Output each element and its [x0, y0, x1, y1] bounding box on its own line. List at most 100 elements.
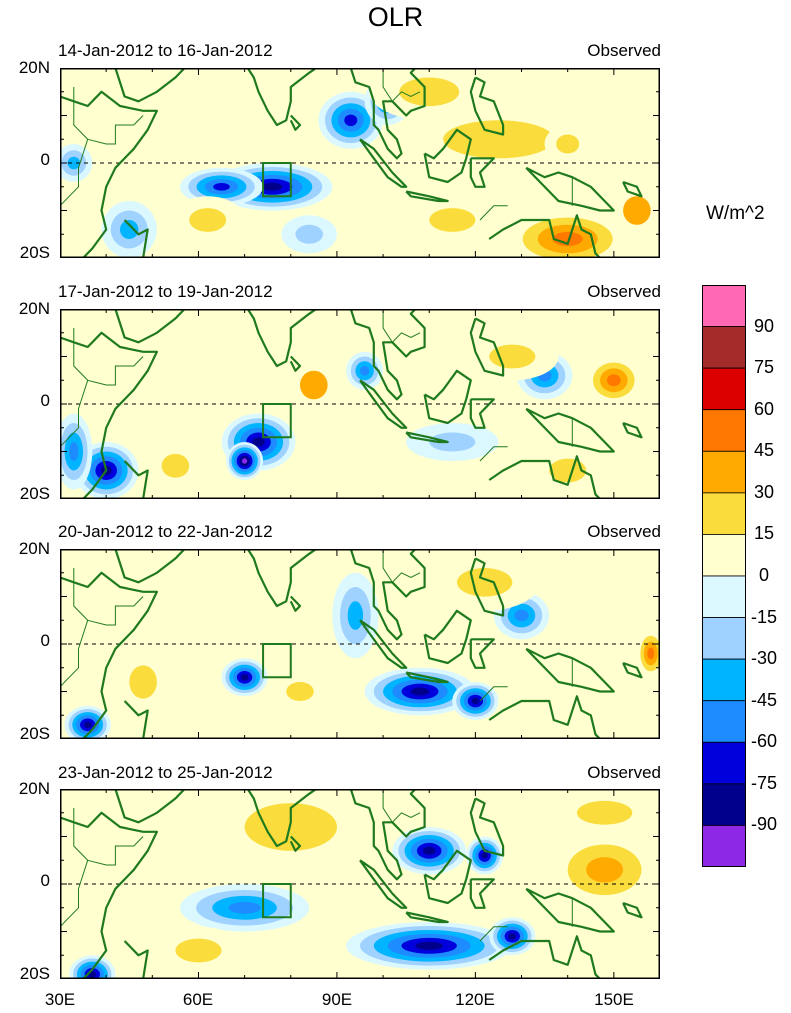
- panel-2-ytick-0: 0: [40, 391, 50, 410]
- xtick-150e: 150E: [594, 990, 634, 1009]
- olr-contour-band: [228, 901, 261, 914]
- coastline: [60, 811, 159, 979]
- panel-4-ytick-20n: 20N: [18, 779, 50, 798]
- panel-3-ytick-20s: 20S: [19, 724, 50, 743]
- coastline: [488, 935, 601, 979]
- coastline: [289, 835, 302, 852]
- coastline: [469, 638, 495, 669]
- olr-contour-band: [120, 220, 139, 239]
- colorbar-swatch: [702, 534, 746, 577]
- colorbar-tick-label: 90: [753, 315, 775, 336]
- colorbar-tick-label: 45: [753, 440, 775, 461]
- olr-anomaly-feature: [429, 553, 540, 611]
- olr-anomaly-feature: [101, 201, 157, 258]
- colorbar-tick-label: -30: [750, 648, 777, 669]
- panel-1-observed-label: Observed: [587, 41, 661, 60]
- xtick-120e: 120E: [455, 990, 495, 1009]
- olr-contour-band: [129, 665, 157, 699]
- coastline: [469, 157, 495, 188]
- coastline: [525, 647, 615, 693]
- panel-2-date-range: 17-Jan-2012 to 19-Jan-2012: [58, 282, 273, 301]
- panel-frame: [60, 549, 660, 739]
- olr-contour-band: [161, 453, 190, 478]
- panel-3-date-range: 20-Jan-2012 to 22-Jan-2012: [58, 522, 273, 541]
- olr-anomaly-feature: [286, 356, 342, 414]
- coastline: [60, 331, 159, 499]
- olr-map-panel-4: [60, 789, 660, 979]
- olr-contour-band: [67, 156, 80, 170]
- coastline: [405, 911, 449, 924]
- olr-contour-band: [360, 366, 370, 376]
- panel-3-ytick-20n: 20N: [18, 539, 50, 558]
- coastline: [114, 68, 186, 103]
- olr-anomaly-feature: [244, 803, 337, 851]
- olr-anomaly-feature: [392, 827, 467, 875]
- olr-anomaly-feature: [609, 182, 660, 239]
- olr-contour-band: [606, 374, 621, 387]
- country-border: [87, 596, 144, 626]
- coastline: [622, 180, 643, 198]
- olr-contour-band: [262, 182, 283, 191]
- olr-map-panel-1: [60, 68, 660, 258]
- xtick-90e: 90E: [321, 990, 353, 1009]
- olr-anomaly-feature: [221, 658, 268, 697]
- olr-contour-band: [347, 601, 364, 630]
- olr-contour-band: [69, 442, 79, 461]
- colorbar-tick-label: -90: [750, 814, 777, 835]
- coastline: [525, 407, 615, 453]
- olr-anomaly-feature: [549, 831, 660, 908]
- olr-map-panel-3: [60, 549, 660, 739]
- colorbar-swatch: [702, 700, 746, 743]
- olr-anomaly-feature: [346, 351, 384, 390]
- olr-contour-band: [175, 938, 222, 963]
- olr-anomaly-feature: [637, 629, 660, 678]
- olr-anomaly-feature: [115, 648, 171, 716]
- olr-anomaly-feature: [332, 572, 379, 659]
- coastline: [114, 789, 186, 824]
- olr-anomaly-feature: [147, 442, 204, 490]
- panel-1-date-range: 14-Jan-2012 to 16-Jan-2012: [58, 41, 273, 60]
- olr-contour-band: [508, 933, 517, 940]
- olr-contour-band: [410, 687, 430, 696]
- olr-contour-band: [344, 114, 358, 126]
- coastline: [469, 76, 505, 136]
- olr-anomaly-feature: [226, 442, 264, 480]
- coastline: [359, 619, 408, 669]
- colorbar-swatch: [702, 575, 746, 618]
- colorbar-swatch: [702, 658, 746, 702]
- coastline: [469, 557, 505, 617]
- coastline: [488, 214, 601, 258]
- country-border: [87, 356, 144, 386]
- panel-4-observed-label: Observed: [587, 763, 661, 782]
- olr-anomaly-feature: [281, 215, 337, 254]
- olr-anomaly-feature: [60, 144, 93, 182]
- coastline: [114, 309, 186, 344]
- olr-contour-band: [552, 231, 583, 247]
- olr-anomaly-feature: [586, 356, 642, 405]
- panel-2-ytick-20s: 20S: [19, 484, 50, 503]
- country-border: [382, 309, 421, 344]
- colorbar-tick-label: 30: [753, 481, 775, 502]
- olr-contour-band: [399, 77, 460, 107]
- olr-contour-band: [576, 800, 633, 825]
- coastline: [622, 661, 643, 679]
- coastline: [525, 887, 615, 933]
- country-border: [479, 686, 508, 702]
- coastline: [622, 421, 643, 439]
- coastline: [349, 309, 426, 401]
- coastline: [423, 849, 472, 905]
- olr-contour-band: [286, 682, 314, 701]
- coastline: [359, 379, 408, 429]
- olr-anomaly-feature: [466, 332, 559, 381]
- coastline: [123, 940, 149, 979]
- panel-frame: [60, 789, 660, 979]
- target-region-box: [262, 162, 292, 198]
- olr-contour-band: [252, 437, 265, 447]
- country-border: [87, 836, 144, 866]
- colorbar-swatch: [702, 450, 746, 494]
- coastline: [405, 190, 449, 203]
- colorbar-tick-label: -75: [750, 772, 777, 793]
- country-border: [60, 87, 89, 207]
- olr-map-panel-2: [60, 309, 660, 499]
- coastline: [423, 609, 472, 665]
